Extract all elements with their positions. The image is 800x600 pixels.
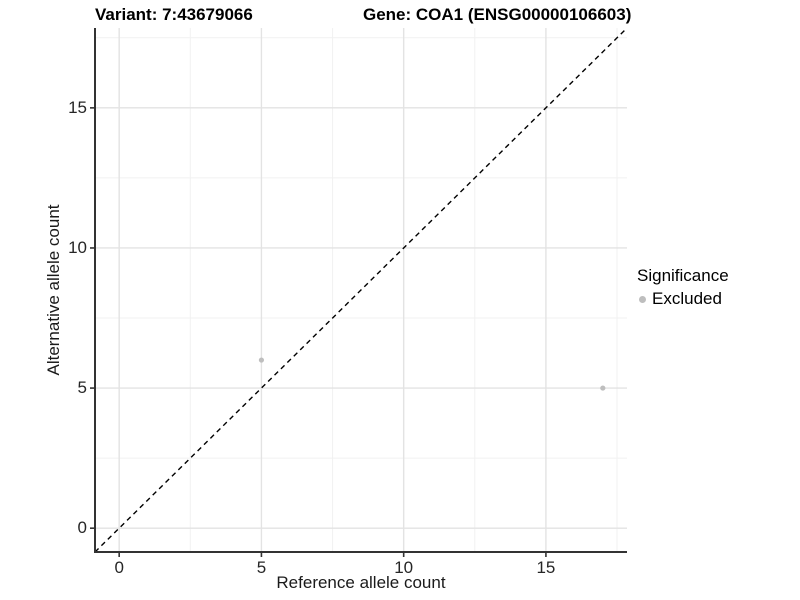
identity-dashed-line (94, 27, 628, 553)
legend: Significance Excluded (637, 266, 729, 309)
y-tick-label: 0 (77, 518, 87, 538)
y-tick-label: 5 (77, 378, 87, 398)
gene-title: Gene: COA1 (ENSG00000106603) (363, 5, 632, 24)
legend-items: Excluded (637, 289, 729, 309)
legend-key-dot-icon (639, 295, 646, 303)
x-tick-label: 15 (536, 558, 556, 577)
legend-item: Excluded (637, 289, 729, 309)
x-tick-label: 5 (256, 558, 267, 577)
x-axis-label: Reference allele count (276, 573, 446, 592)
y-tick-label: 10 (68, 237, 87, 257)
x-tick-label: 0 (114, 558, 124, 577)
data-point (600, 385, 606, 391)
legend-item-label: Excluded (652, 289, 722, 308)
data-point (258, 357, 265, 363)
variant-title: Variant: 7:43679066 (95, 5, 253, 24)
legend-title: Significance (637, 266, 729, 285)
x-tick-label: 10 (394, 558, 414, 577)
y-axis-label: Alternative allele count (44, 204, 63, 376)
y-tick-label: 15 (68, 97, 87, 117)
